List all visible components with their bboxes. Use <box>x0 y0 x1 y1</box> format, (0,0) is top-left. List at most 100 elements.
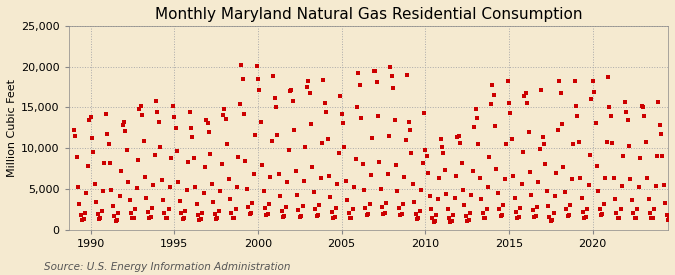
Point <box>238 112 249 116</box>
Point <box>111 218 122 222</box>
Point <box>74 202 85 206</box>
Point <box>331 205 342 210</box>
Point <box>319 101 330 106</box>
Point <box>394 205 404 210</box>
Point <box>421 153 432 158</box>
Point <box>409 200 420 204</box>
Point <box>643 197 654 201</box>
Point <box>256 163 267 167</box>
Point <box>165 185 176 189</box>
Point <box>431 213 442 217</box>
Point <box>666 210 675 214</box>
Point <box>301 85 312 89</box>
Point <box>285 89 296 93</box>
Point <box>434 175 445 180</box>
Point <box>582 206 593 211</box>
Point <box>198 191 209 195</box>
Point <box>85 115 96 119</box>
Point <box>383 134 394 138</box>
Point <box>572 113 583 118</box>
Point <box>338 121 348 125</box>
Point <box>441 192 452 196</box>
Point <box>536 87 547 92</box>
Point <box>162 215 173 220</box>
Point <box>668 165 675 169</box>
Point <box>350 157 361 161</box>
Point <box>564 213 574 217</box>
Point <box>268 73 279 78</box>
Point <box>402 73 412 77</box>
Point <box>615 206 626 211</box>
Point <box>276 209 287 213</box>
Point <box>358 188 369 192</box>
Point <box>183 160 194 164</box>
Point <box>385 65 396 70</box>
Point <box>217 112 228 117</box>
Point <box>663 218 674 222</box>
Point <box>388 86 399 90</box>
Point <box>212 216 223 221</box>
Point <box>242 187 252 191</box>
Point <box>481 207 492 211</box>
Point <box>650 183 661 188</box>
Point <box>163 207 174 211</box>
Point <box>523 130 534 134</box>
Point <box>161 216 171 221</box>
Point <box>558 165 569 169</box>
Point <box>628 210 639 215</box>
Point <box>227 216 238 221</box>
Point <box>179 216 190 221</box>
Point <box>251 64 262 68</box>
Point <box>361 213 372 217</box>
Point <box>117 123 128 128</box>
Point <box>101 112 111 116</box>
Point <box>514 214 524 219</box>
Point <box>282 180 293 185</box>
Point <box>303 79 314 84</box>
Point <box>472 116 483 120</box>
Point <box>670 118 675 123</box>
Point <box>342 198 352 203</box>
Point <box>537 134 548 139</box>
Point <box>184 109 195 114</box>
Title: Monthly Maryland Natural Gas Residential Consumption: Monthly Maryland Natural Gas Residential… <box>155 7 582 22</box>
Point <box>483 184 493 189</box>
Point <box>618 154 629 159</box>
Point <box>308 190 319 194</box>
Point <box>209 212 220 216</box>
Point <box>116 169 127 173</box>
Point <box>674 175 675 180</box>
Point <box>92 212 103 216</box>
Point <box>264 202 275 207</box>
Point <box>420 148 431 152</box>
Point <box>272 133 283 138</box>
Point <box>216 161 227 166</box>
Point <box>408 182 418 186</box>
Point <box>589 90 599 94</box>
Point <box>293 208 304 212</box>
Point <box>103 142 114 146</box>
Point <box>655 131 666 136</box>
Point <box>557 122 568 126</box>
Point <box>632 207 643 211</box>
Point <box>273 171 284 176</box>
Point <box>215 188 225 193</box>
Point <box>654 123 665 128</box>
Point <box>279 214 290 218</box>
Point <box>487 82 497 87</box>
Point <box>653 100 664 104</box>
Point <box>512 215 523 220</box>
Point <box>349 185 360 189</box>
Point <box>230 207 241 211</box>
Point <box>97 209 107 213</box>
Point <box>340 179 351 183</box>
Point <box>410 212 421 216</box>
Point <box>119 120 130 124</box>
Point <box>403 120 414 124</box>
Point <box>296 214 306 218</box>
Point <box>580 214 591 219</box>
Point <box>362 212 373 216</box>
Point <box>315 176 326 181</box>
Point <box>433 197 443 201</box>
Point <box>569 79 580 84</box>
